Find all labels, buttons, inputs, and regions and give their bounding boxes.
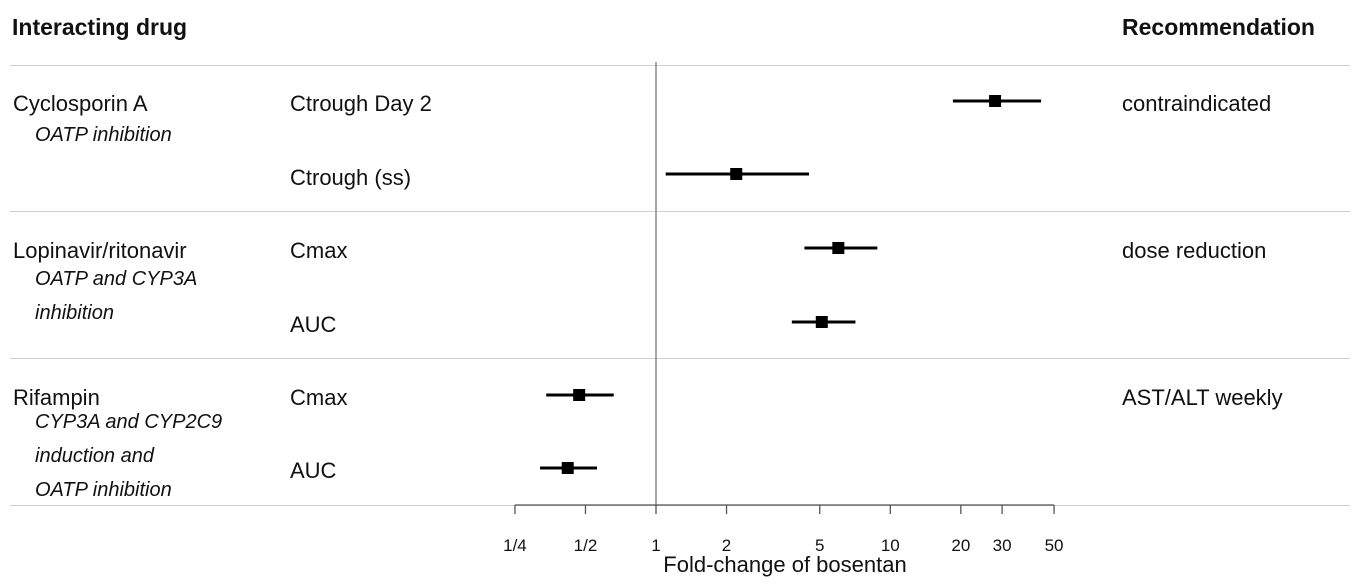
point-estimate (832, 242, 844, 254)
point-estimate (816, 316, 828, 328)
point-estimate (573, 389, 585, 401)
point-estimate (562, 462, 574, 474)
point-estimate (730, 168, 742, 180)
forest-plot: 1/4 1/2 1 2 5 10 20 30 50 (0, 0, 1358, 587)
point-estimate (989, 95, 1001, 107)
x-axis-label: Fold-change of bosentan (0, 552, 1358, 578)
